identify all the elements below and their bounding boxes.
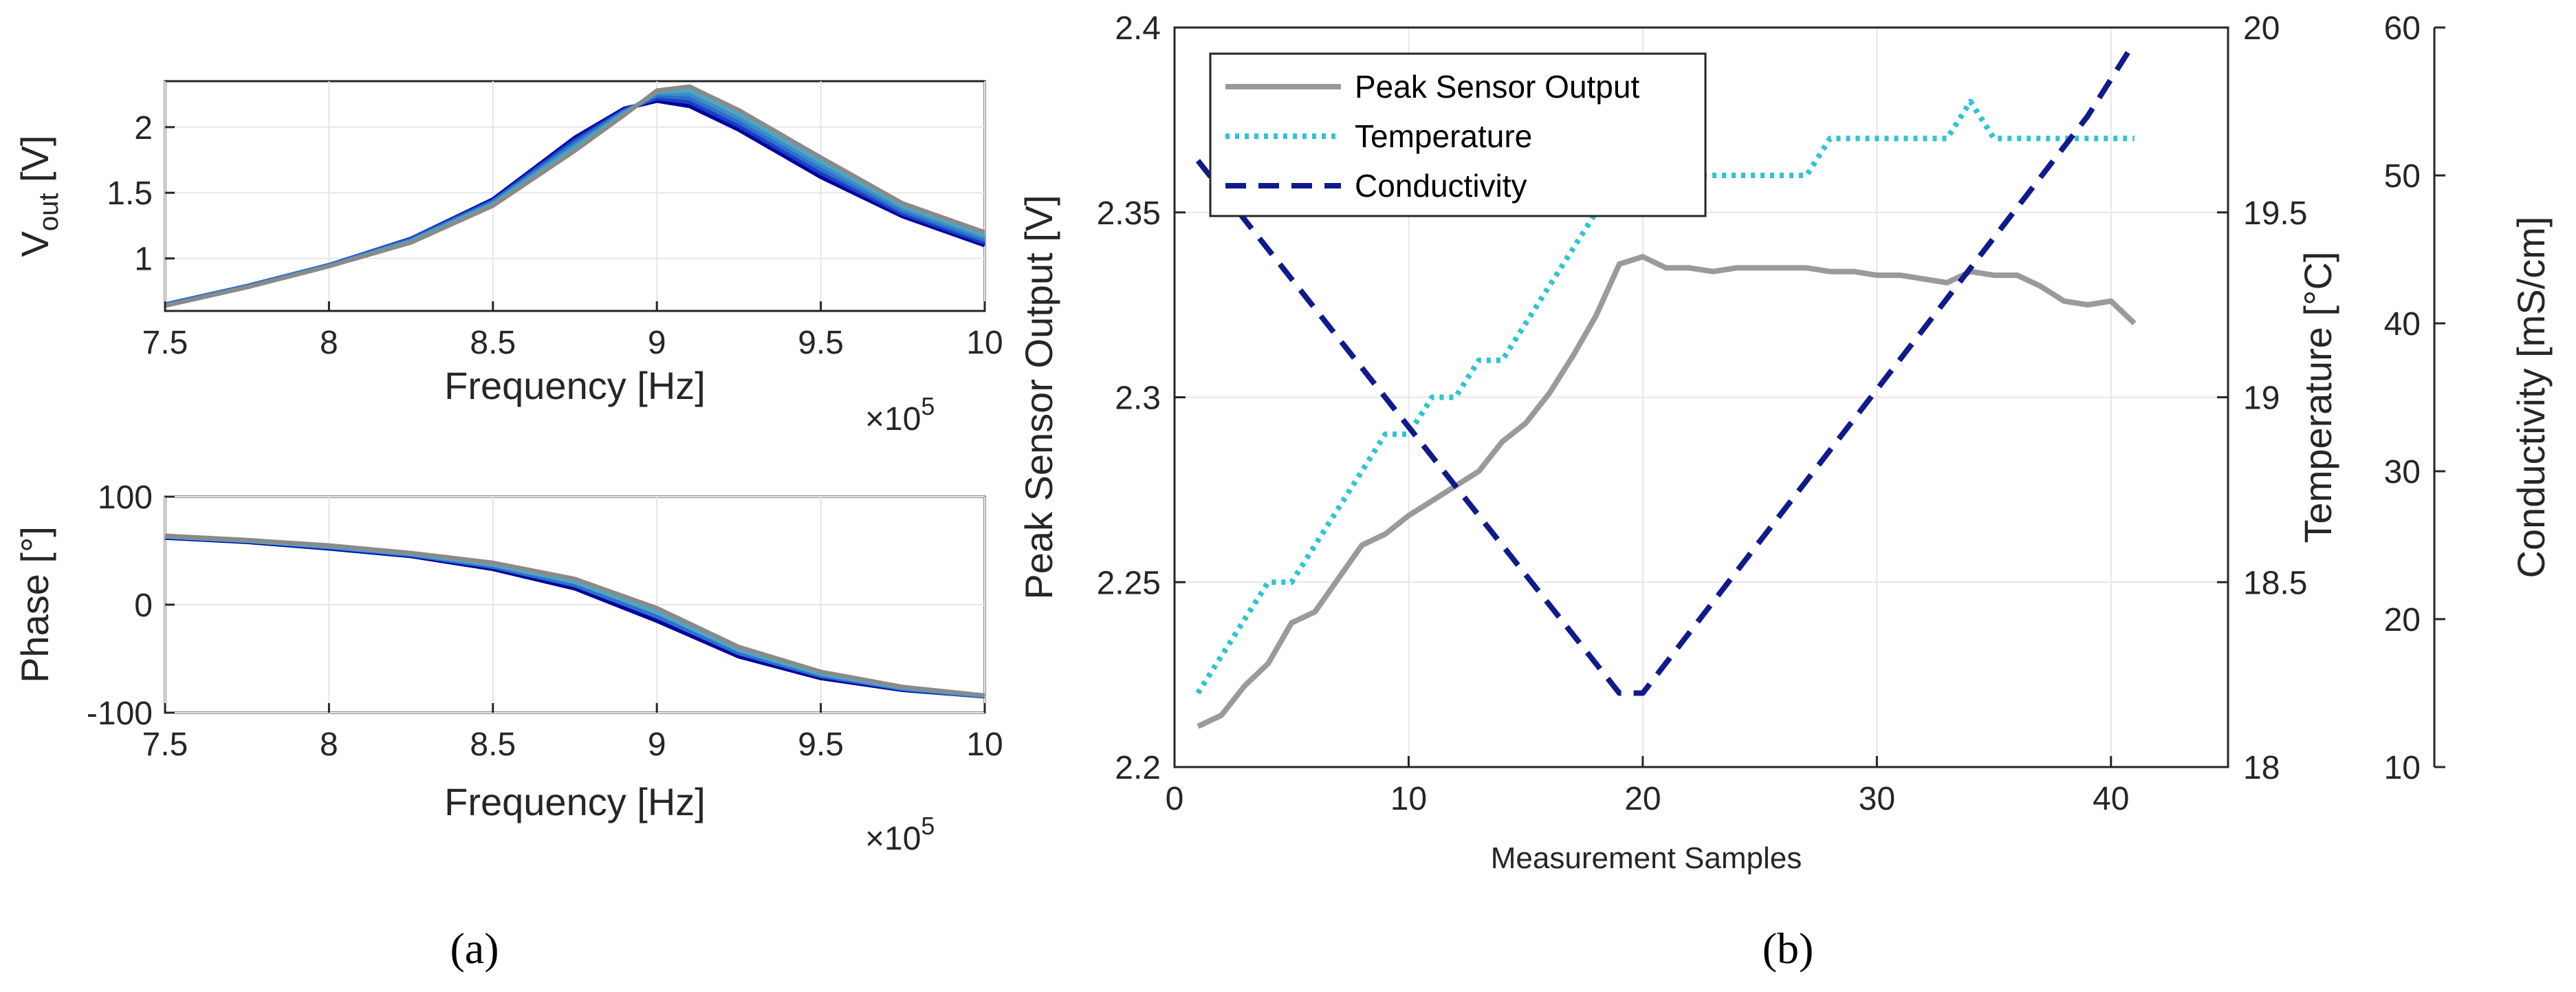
panel-a-top-series-group [164, 84, 985, 308]
panel-a-top-x-exponent: ×105 [865, 392, 935, 438]
panel-a-top-exp-power: 5 [921, 392, 935, 420]
panel-b-y-right1-tick-label: 19 [2243, 380, 2280, 417]
panel-b-y-right1-tick-label: 18 [2243, 750, 2280, 786]
panel-a-bottom-series-line [164, 535, 985, 699]
panel-b-x-tick-label: 0 [1166, 781, 1184, 817]
panel-a-top-x-tick-label: 9 [648, 325, 666, 361]
legend-label-peak-sensor-output: Peak Sensor Output [1355, 69, 1639, 105]
panel-b-x-axis-label: Measurement Samples [1491, 841, 1802, 875]
panel-b-y-right2-axis-label: Conductivity [mS/cm] [2509, 217, 2553, 579]
panel-a-top-series-line [164, 84, 985, 308]
panel-a-bottom-y-axis-label: Phase [°] [13, 526, 56, 683]
panel-b-y-right2-tick-label: 30 [2384, 454, 2421, 490]
panel-a-top-grid [164, 81, 985, 311]
panel-a-top: 7.5 8 8.5 9 9.5 10 1 1.5 2 Frequency [Hz] ×105 V… [13, 80, 1003, 438]
panel-b-legend: Peak Sensor Output Temperature Conductivit… [1209, 52, 1707, 217]
panel-a-top-x-tick-label: 8 [320, 325, 338, 361]
panel-b-x-tick-label: 20 [1624, 781, 1661, 817]
panel-b-y-right1-axis-label: Temperature [°C] [2296, 252, 2339, 543]
panel-b-y-right2-tick-label: 40 [2384, 306, 2421, 343]
panel-b-y-right2-tick-label: 20 [2384, 602, 2421, 638]
legend-label-conductivity: Conductivity [1355, 168, 1527, 204]
panel-b-y-right2-tick-label: 10 [2384, 750, 2421, 786]
panel-a-bottom-y-tick-label: -100 [87, 696, 153, 732]
legend-label-temperature: Temperature [1355, 118, 1532, 154]
panel-b-y-left-tick-label: 2.4 [1115, 10, 1161, 47]
panel-a-bottom-y-tick-label: 0 [134, 587, 153, 624]
panel-a-bottom-series-line [164, 535, 985, 698]
panel-a-bottom: 7.5 8 8.5 9 9.5 10 -100 0 100 Frequency [Hz] ×10… [13, 479, 1003, 857]
panel-b-series-peak-sensor-output [1197, 254, 2137, 729]
panel-b-x-tick-label: 10 [1390, 781, 1427, 817]
panel-b-y-left-tick-label: 2.2 [1115, 750, 1161, 786]
panel-b-y-right1-tick-label: 19.5 [2243, 195, 2307, 232]
caption-b: (b) [1762, 924, 1814, 973]
panel-a-top-ylabel-unit: [V] [13, 136, 56, 193]
panel-a-top-exp-base: ×10 [865, 401, 921, 438]
panel-a-top-y-tick-label: 1 [134, 241, 153, 278]
caption-a: (a) [450, 924, 499, 973]
panel-b-y-right2-tick-label: 50 [2384, 158, 2421, 195]
panel-b-x-tick-label: 40 [2093, 781, 2129, 817]
panel-a-top-ylabel-sub: out [34, 193, 64, 232]
panel-b-y-right1-tick-label: 20 [2243, 10, 2280, 47]
panel-b-y-right2-tick-label: 60 [2384, 10, 2421, 47]
panel-a-top-y-tick-label: 2 [134, 110, 153, 147]
panel-a-bottom-x-tick-label: 8.5 [470, 726, 516, 763]
panel-a-top-x-tick-label: 9.5 [798, 325, 844, 361]
panel-a-bottom-x-tick-label: 9 [648, 726, 666, 763]
panel-b: 0 10 20 30 40 2.2 2.25 2.3 2.35 2.4 18 18.5 19 19.5 20… [1017, 10, 2553, 875]
panel-a-top-x-axis-label: Frequency [Hz] [444, 364, 706, 407]
panel-a-bottom-x-axis-label: Frequency [Hz] [444, 780, 706, 823]
panel-a-bottom-series-line [164, 535, 985, 699]
panel-b-y-left-tick-label: 2.35 [1097, 195, 1161, 232]
panel-a-bottom-x-tick-label: 10 [966, 726, 1003, 763]
panel-b-ticks: 0 10 20 30 40 2.2 2.25 2.3 2.35 2.4 18 18.5 19 19.5 20… [1097, 10, 2445, 817]
panel-a-bottom-ticks: 7.5 8 8.5 9 9.5 10 -100 0 100 [87, 479, 1003, 763]
panel-a-top-x-tick-label: 8.5 [470, 325, 516, 361]
panel-a-bottom-y-tick-label: 100 [98, 479, 153, 516]
panel-a-bottom-exp-power: 5 [921, 812, 935, 840]
panel-a-bottom-series-line [164, 533, 985, 698]
panel-b-series-conductivity [1195, 41, 2137, 696]
panel-a-top-x-tick-label: 7.5 [142, 325, 188, 361]
panel-b-y-right1-tick-label: 18.5 [2243, 565, 2307, 601]
panel-b-y-left-tick-label: 2.25 [1097, 565, 1161, 601]
panel-a-bottom-x-tick-label: 7.5 [142, 726, 188, 763]
panel-b-y-left-tick-label: 2.3 [1115, 380, 1161, 417]
panel-a-bottom-x-exponent: ×105 [865, 812, 935, 857]
panel-a-top-x-tick-label: 10 [966, 325, 1003, 361]
panel-a-bottom-x-tick-label: 8 [320, 726, 338, 763]
panel-a-bottom-x-tick-label: 9.5 [798, 726, 844, 763]
panel-a-bottom-grid [164, 496, 985, 713]
panel-a-top-y-axis-label: Vout [V] [13, 136, 64, 257]
panel-a-top-y-tick-label: 1.5 [107, 175, 153, 212]
panel-b-x-tick-label: 30 [1859, 781, 1895, 817]
panel-a-bottom-exp-base: ×10 [865, 821, 921, 857]
panel-a-top-ticks: 7.5 8 8.5 9 9.5 10 1 1.5 2 [107, 110, 1003, 361]
panel-a-bottom-series-group [164, 533, 985, 699]
panel-b-y-left-axis-label: Peak Sensor Output [V] [1017, 195, 1060, 599]
panel-a-top-ylabel-main: V [13, 231, 56, 257]
